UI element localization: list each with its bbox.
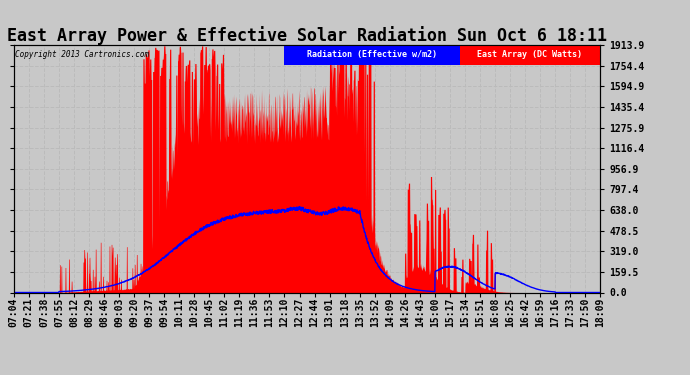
FancyBboxPatch shape	[284, 45, 460, 65]
Text: East Array (DC Watts): East Array (DC Watts)	[477, 50, 582, 59]
FancyBboxPatch shape	[460, 45, 600, 65]
Text: Copyright 2013 Cartronics.com: Copyright 2013 Cartronics.com	[15, 50, 149, 59]
Text: Radiation (Effective w/m2): Radiation (Effective w/m2)	[306, 50, 437, 59]
Title: East Array Power & Effective Solar Radiation Sun Oct 6 18:11: East Array Power & Effective Solar Radia…	[7, 26, 607, 45]
